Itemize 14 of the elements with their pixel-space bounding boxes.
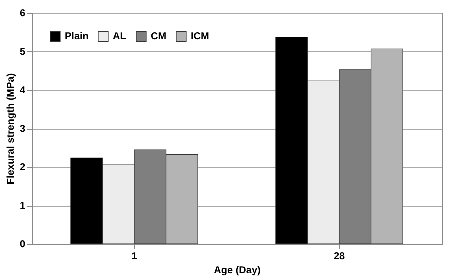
y-tick-label: 1 [20, 201, 26, 212]
y-tick-label: 3 [20, 124, 26, 135]
y-tick-label: 2 [20, 162, 26, 174]
y-tick-label: 5 [20, 47, 26, 58]
x-tick-label: 28 [334, 252, 346, 262]
y-tick-label: 0 [20, 240, 26, 250]
legend-label: Plain [65, 32, 89, 43]
legend-label: CM [151, 32, 167, 43]
y-tick-label: 6 [20, 8, 26, 20]
y-axis-title: Flexural strength (MPa) [6, 73, 17, 185]
y-tick-label: 4 [20, 86, 26, 96]
legend-label: AL [113, 32, 126, 43]
legend-label: ICM [191, 32, 210, 43]
x-axis-title: Age (Day) [214, 266, 261, 276]
